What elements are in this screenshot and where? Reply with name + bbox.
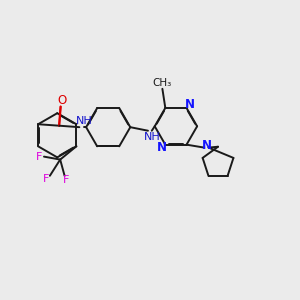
Text: N: N bbox=[157, 140, 167, 154]
Text: N: N bbox=[185, 98, 195, 111]
Text: N: N bbox=[202, 139, 212, 152]
Text: F: F bbox=[43, 174, 50, 184]
Text: CH₃: CH₃ bbox=[153, 78, 172, 88]
Text: O: O bbox=[58, 94, 67, 107]
Text: NH: NH bbox=[76, 116, 93, 126]
Text: F: F bbox=[63, 175, 69, 185]
Text: NH: NH bbox=[144, 132, 161, 142]
Text: F: F bbox=[35, 152, 42, 162]
